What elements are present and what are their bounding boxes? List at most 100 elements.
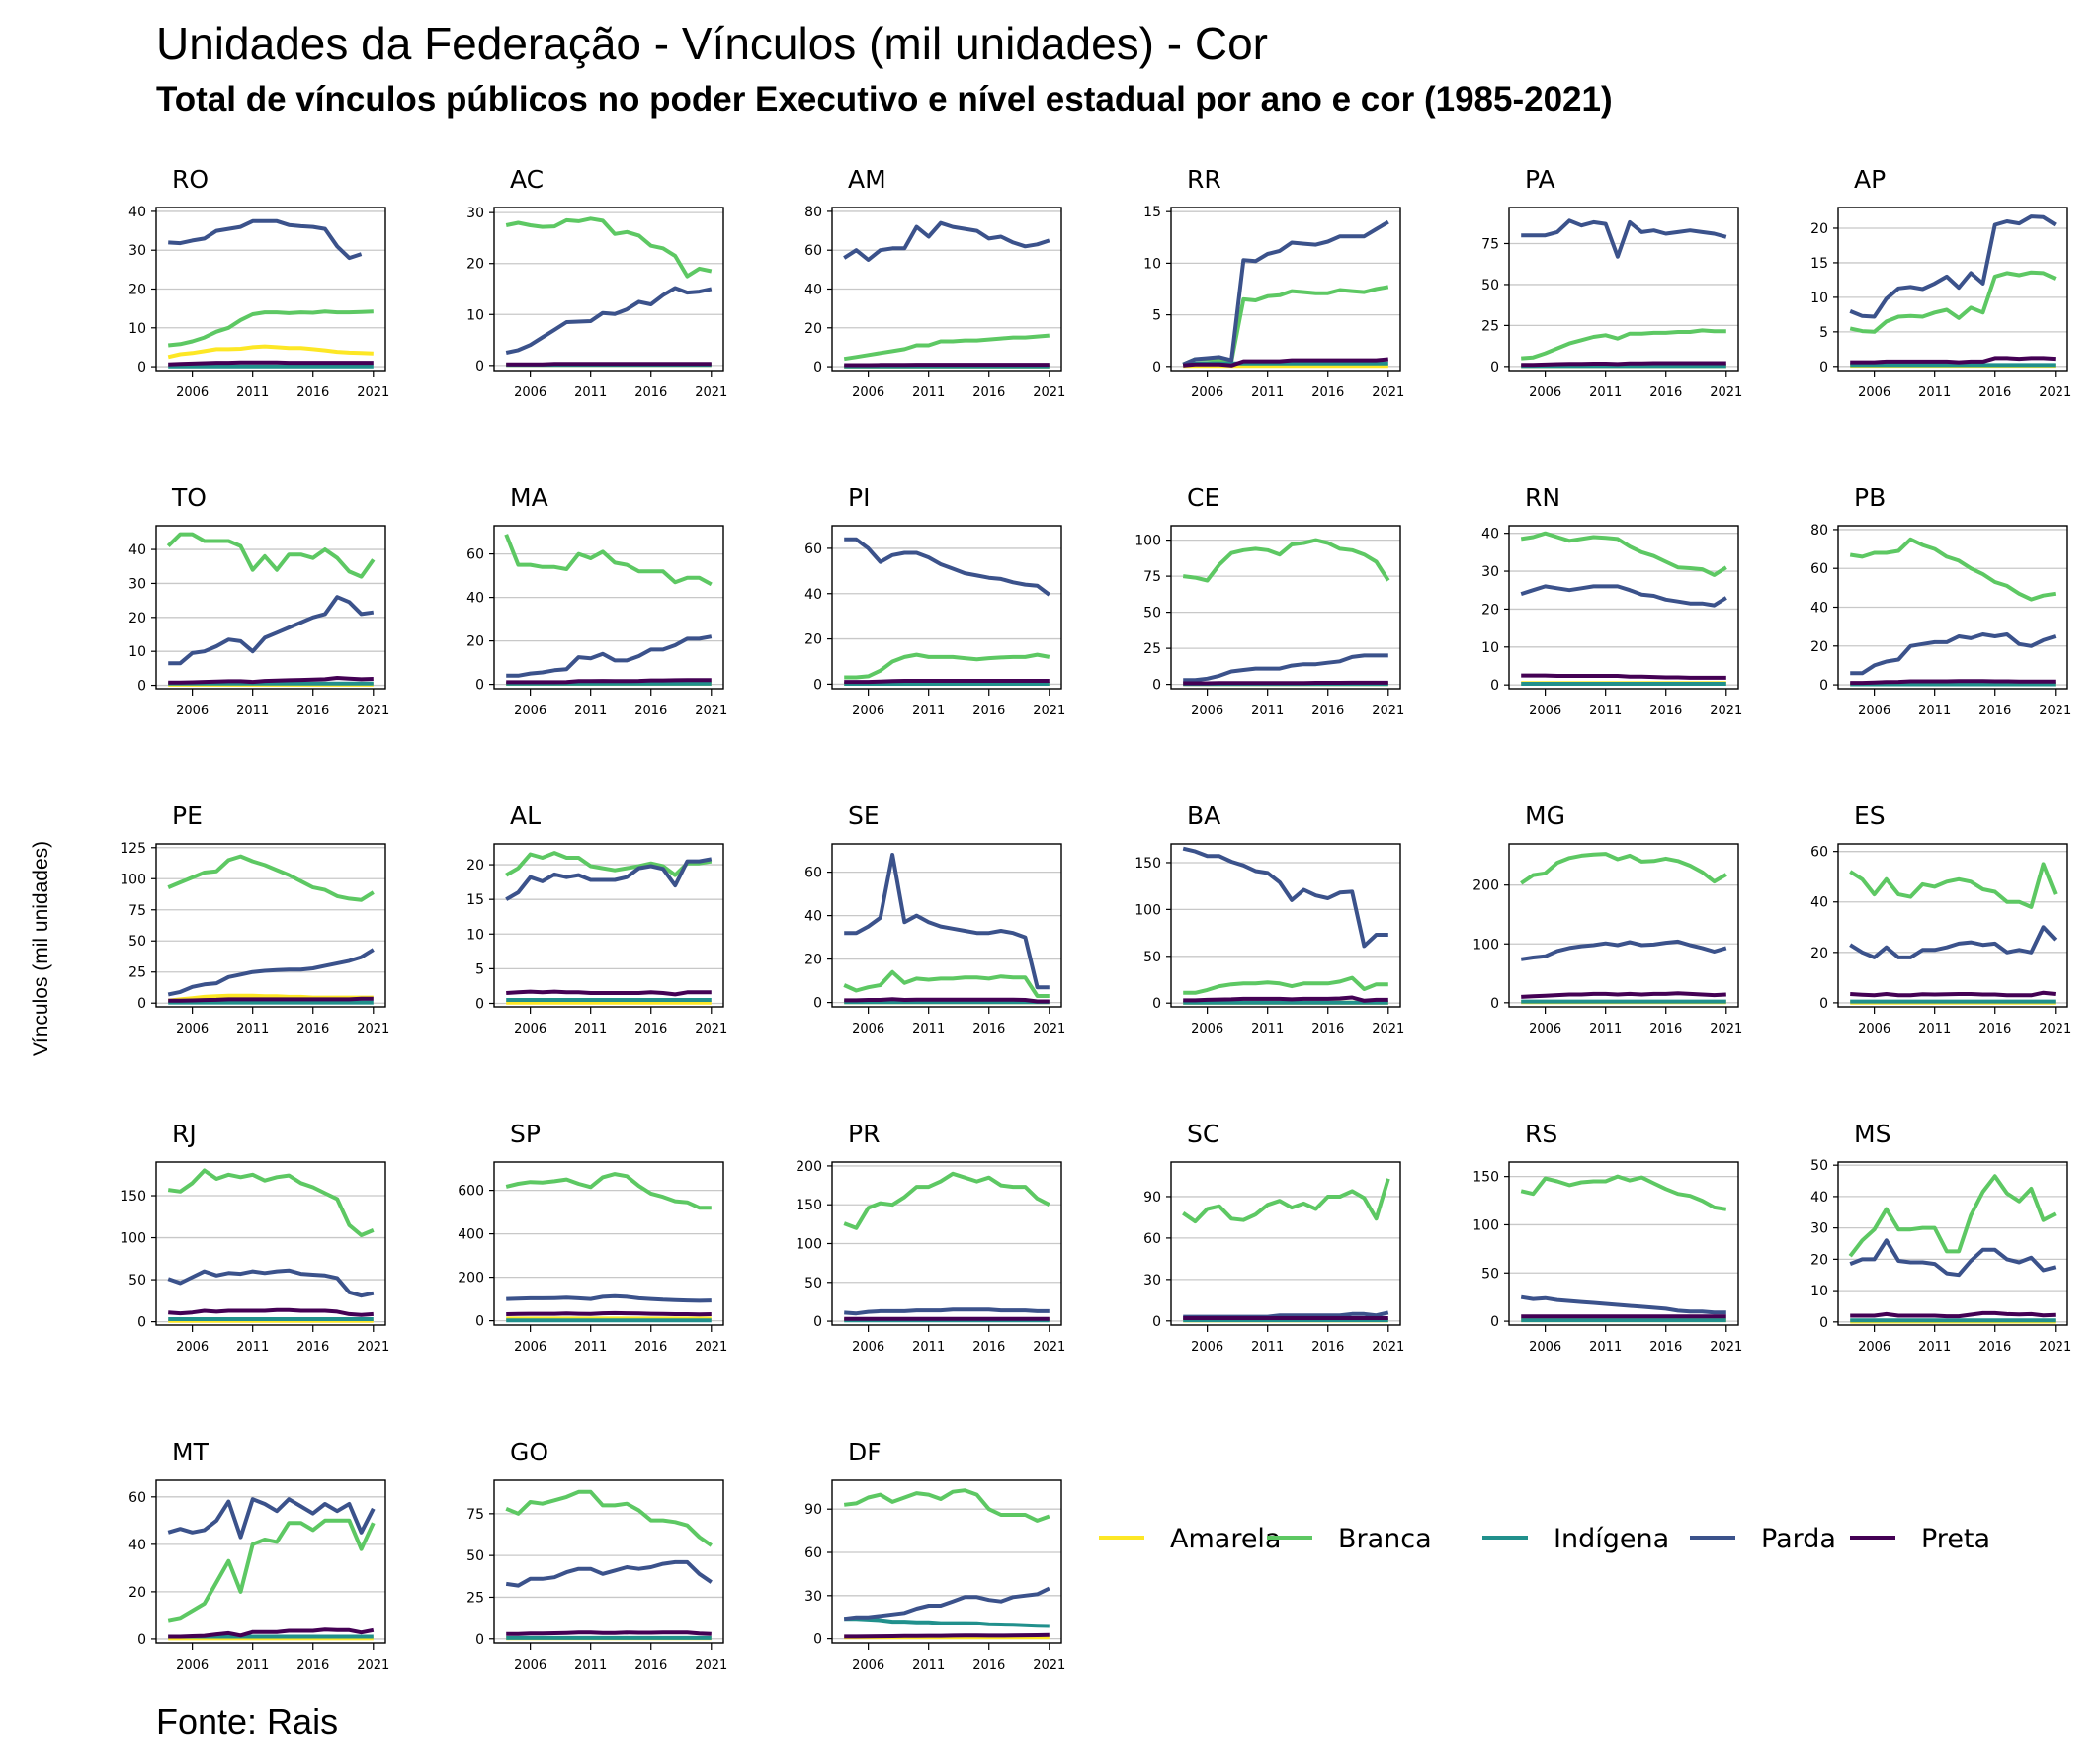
x-tick-label: 2016 [1978, 1340, 2011, 1355]
x-tick-label: 2021 [357, 1658, 389, 1673]
y-tick-label: 50 [1143, 606, 1161, 622]
series-line-am-parda [843, 220, 1050, 262]
series-line-ba-parda [1182, 846, 1388, 949]
x-tick-label: 2006 [1191, 704, 1223, 718]
series-line-pa-parda [1521, 218, 1727, 259]
x-tick-label: 2021 [1033, 1658, 1065, 1673]
y-tick-label: 0 [475, 1632, 484, 1648]
panel-pb: PB 0 20 40 60 80 2006 2011 2016 2021 [1810, 483, 2071, 718]
panel-ac: AC 0 10 20 30 2006 2011 2016 2021 [466, 165, 727, 400]
x-tick-label: 2011 [912, 1022, 945, 1037]
panel-title: PB [1854, 483, 1886, 512]
x-tick-label: 2021 [2039, 385, 2071, 400]
x-tick-label: 2006 [514, 1340, 546, 1355]
panel-title: GO [510, 1438, 548, 1466]
y-tick-label: 15 [1810, 256, 1828, 272]
x-tick-label: 2016 [296, 704, 329, 718]
x-tick-label: 2021 [1033, 1022, 1065, 1037]
x-tick-label: 2021 [2039, 1340, 2071, 1355]
x-tick-label: 2016 [1311, 1022, 1344, 1037]
y-tick-label: 0 [475, 359, 484, 375]
x-tick-label: 2011 [236, 1658, 269, 1673]
x-tick-label: 2016 [1978, 385, 2011, 400]
y-tick-label: 25 [1481, 318, 1499, 334]
panel-frame [1170, 207, 1401, 372]
y-tick-label: 0 [137, 679, 146, 695]
y-tick-label: 50 [1810, 1158, 1828, 1174]
series-line-df-indigena [844, 1617, 1050, 1628]
series-line-rj-preta [168, 1307, 374, 1317]
panel-title: PA [1525, 165, 1555, 194]
panel-title: BA [1187, 801, 1220, 830]
legend-label: Indígena [1554, 1524, 1669, 1554]
y-tick-label: 0 [813, 1632, 822, 1648]
series-line-se-branca [843, 969, 1050, 998]
chart-title: Unidades da Federação - Vínculos (mil un… [156, 18, 1268, 69]
x-tick-label: 2011 [912, 385, 945, 400]
y-tick-label: 60 [804, 866, 822, 881]
panel-sp: SP 0 200 400 600 2006 2011 2016 2021 [458, 1120, 727, 1355]
y-tick-label: 600 [458, 1184, 484, 1200]
x-tick-label: 2016 [972, 1340, 1005, 1355]
y-tick-label: 200 [796, 1159, 822, 1175]
panel-frame [155, 1161, 386, 1326]
series-line-am-branca [843, 333, 1050, 362]
x-tick-label: 2011 [1251, 704, 1284, 718]
x-tick-label: 2011 [574, 704, 607, 718]
x-tick-label: 2006 [852, 385, 884, 400]
x-tick-label: 2016 [296, 1022, 329, 1037]
panel-ap: AP 0 5 10 15 20 2006 2011 2016 2021 [1810, 165, 2071, 400]
panel-title: DF [848, 1438, 882, 1466]
y-tick-label: 20 [1810, 221, 1828, 237]
x-tick-label: 2011 [574, 1658, 607, 1673]
x-tick-label: 2011 [574, 1022, 607, 1037]
series-line-rr-preta [1183, 357, 1388, 368]
series-line-ce-parda [1183, 653, 1388, 683]
y-tick-label: 0 [1819, 1315, 1828, 1331]
series-line-mg-branca [1520, 852, 1727, 885]
x-tick-label: 2011 [912, 1340, 945, 1355]
y-tick-label: 40 [466, 591, 484, 607]
y-tick-label: 0 [475, 996, 484, 1012]
y-tick-label: 5 [1819, 325, 1828, 341]
y-tick-label: 30 [1481, 564, 1499, 580]
y-tick-label: 30 [804, 1589, 822, 1605]
x-tick-label: 2006 [1858, 1340, 1890, 1355]
series-line-ma-branca [504, 534, 713, 587]
x-tick-label: 2021 [1710, 1022, 1742, 1037]
x-tick-label: 2006 [1529, 1340, 1561, 1355]
y-tick-label: 20 [466, 257, 484, 273]
x-tick-label: 2006 [1858, 1022, 1890, 1037]
y-tick-label: 20 [804, 632, 822, 648]
x-tick-label: 2011 [1918, 1340, 1951, 1355]
series-line-sc-parda [1183, 1310, 1389, 1319]
y-tick-label: 15 [466, 892, 484, 908]
x-tick-label: 2016 [972, 704, 1005, 718]
series-line-ce-preta [1183, 680, 1388, 686]
y-tick-label: 10 [1143, 256, 1161, 272]
series-line-df-parda [843, 1586, 1050, 1622]
y-tick-label: 75 [466, 1507, 484, 1523]
series-line-ac-parda [505, 286, 713, 355]
y-tick-label: 10 [1481, 640, 1499, 656]
x-tick-label: 2016 [1311, 704, 1344, 718]
panel-title: PR [848, 1120, 880, 1148]
y-tick-label: 125 [120, 841, 146, 857]
panel-title: RN [1525, 483, 1560, 512]
x-tick-label: 2016 [634, 1340, 667, 1355]
panel-title: AP [1854, 165, 1886, 194]
y-tick-label: 60 [1143, 1231, 1161, 1247]
x-tick-label: 2011 [574, 1340, 607, 1355]
series-line-rj-branca [167, 1168, 375, 1237]
series-line-sc-branca [1182, 1178, 1390, 1224]
series-line-rs-branca [1520, 1174, 1727, 1211]
panel-ro: RO 0 10 20 30 40 2006 2011 2016 2021 [128, 165, 389, 400]
panel-frame [831, 207, 1062, 372]
y-tick-label: 60 [466, 547, 484, 563]
y-tick-label: 0 [1152, 996, 1161, 1012]
series-line-rn-preta [1521, 673, 1726, 680]
y-tick-label: 10 [1810, 1284, 1828, 1299]
y-tick-label: 150 [120, 1189, 146, 1205]
y-tick-label: 20 [1810, 1252, 1828, 1268]
